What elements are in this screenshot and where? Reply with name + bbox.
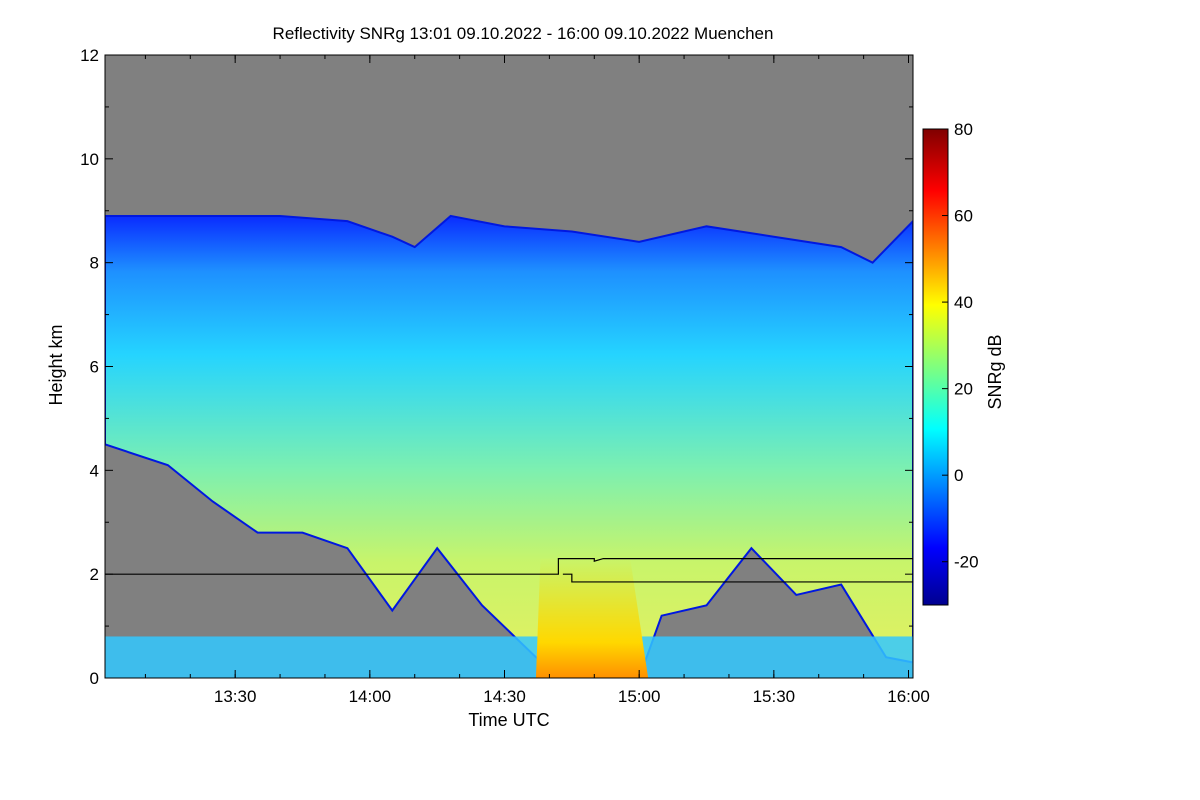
x-axis: 13:30 14:00 14:30 15:00 15:30 16:00 [144,55,930,706]
x-tick-label: 15:00 [618,687,661,706]
chart-title: Reflectivity SNRg 13:01 09.10.2022 - 16:… [273,24,774,43]
x-tick-label: 14:00 [349,687,392,706]
x-tick-label: 13:30 [214,687,257,706]
colorbar-tick-label: -20 [954,553,979,572]
y-tick-label: 0 [90,669,99,688]
cloud-echo-region [105,214,913,678]
colorbar-label: SNRg dB [985,334,1005,409]
y-tick-label: 8 [90,254,99,273]
y-tick-label: 6 [90,358,99,377]
colorbar-tick-label: 40 [954,293,973,312]
y-tick-label: 2 [90,565,99,584]
y-tick-label: 4 [90,461,99,480]
line-series-layer [105,557,913,583]
x-axis-label: Time UTC [468,710,549,730]
y-axis-label: Height km [46,324,66,405]
colorbar-axis: -20 0 20 40 60 80 [942,120,979,572]
x-tick-label: 15:30 [753,687,796,706]
line-series-1 [105,557,913,575]
colorbar [922,128,949,606]
x-tick-label: 14:30 [483,687,526,706]
y-tick-label: 12 [80,46,99,65]
colorbar-tick-label: 0 [954,466,963,485]
line-series-2 [562,573,913,583]
colorbar-tick-label: 60 [954,207,973,226]
surface-echo-layer [105,636,913,678]
y-tick-label: 10 [80,150,99,169]
colorbar-tick-label: 20 [954,380,973,399]
colorbar-tick-label: 80 [954,120,973,139]
y-axis: 0 2 4 6 8 10 12 [80,46,913,688]
x-tick-label: 16:00 [887,687,930,706]
plot-area [105,55,913,678]
precipitation-core [535,558,649,678]
